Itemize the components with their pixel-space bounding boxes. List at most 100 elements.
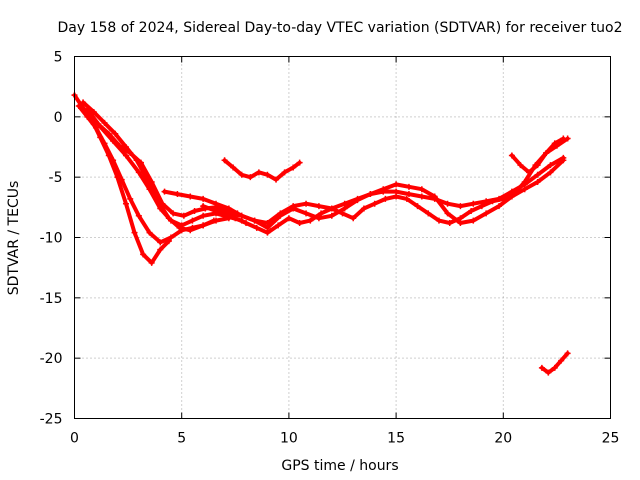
data-point xyxy=(418,186,425,193)
data-point xyxy=(127,150,134,157)
y-tick-label: -20 xyxy=(40,351,63,367)
data-point xyxy=(354,195,361,202)
data-point xyxy=(403,195,410,202)
data-point xyxy=(92,124,99,131)
data-point xyxy=(84,106,91,113)
data-point xyxy=(315,203,322,210)
data-point xyxy=(339,210,346,217)
data-point xyxy=(135,169,142,176)
data-point xyxy=(483,210,490,217)
data-point xyxy=(131,229,138,236)
data-point xyxy=(277,210,284,217)
y-tick-label: -5 xyxy=(49,170,63,186)
data-point xyxy=(230,164,237,171)
data-point xyxy=(444,210,451,217)
data-point xyxy=(393,188,400,195)
series-track-10 xyxy=(508,135,567,176)
data-point xyxy=(191,207,198,214)
data-point xyxy=(200,203,207,210)
data-point xyxy=(174,191,181,198)
x-tick-label: 20 xyxy=(494,431,512,447)
data-point xyxy=(264,229,271,236)
data-point xyxy=(431,195,438,202)
data-point xyxy=(187,193,194,200)
data-point xyxy=(101,119,108,126)
data-point xyxy=(116,142,123,149)
x-tick-label: 10 xyxy=(280,431,298,447)
data-point xyxy=(303,200,310,207)
data-point xyxy=(178,222,185,229)
data-point xyxy=(307,217,314,224)
data-point xyxy=(418,193,425,200)
y-tick-label: -15 xyxy=(40,291,63,307)
y-axis-title: SDTVAR / TECUs xyxy=(6,181,22,296)
series-track-9 xyxy=(221,157,303,183)
y-tick-label: -10 xyxy=(40,231,63,247)
data-point xyxy=(468,207,475,214)
data-point xyxy=(414,203,421,210)
x-tick-label: 5 xyxy=(177,431,186,447)
data-point xyxy=(526,169,533,176)
data-point xyxy=(545,369,552,376)
data-point xyxy=(200,212,207,219)
data-point xyxy=(371,200,378,207)
data-point xyxy=(328,212,335,219)
data-point xyxy=(122,152,129,159)
data-point xyxy=(547,169,554,176)
data-point xyxy=(146,229,153,236)
data-point xyxy=(534,171,541,178)
data-point xyxy=(558,357,565,364)
data-point xyxy=(189,217,196,224)
data-point xyxy=(157,246,164,253)
grid-lines xyxy=(74,56,611,419)
data-point xyxy=(382,195,389,202)
data-point xyxy=(290,164,297,171)
data-point xyxy=(303,210,310,217)
data-point xyxy=(275,222,282,229)
data-point xyxy=(264,220,271,227)
series-track-7 xyxy=(221,135,571,236)
y-tick-label: 5 xyxy=(54,50,63,66)
x-tick-label: 15 xyxy=(387,431,405,447)
data-point xyxy=(255,169,262,176)
data-point xyxy=(543,150,550,157)
data-point xyxy=(238,212,245,219)
data-point xyxy=(137,159,144,166)
axis-tick-labels: 0 5 10 15 20 25 -25 -20 -15 -10 -5 0 5 xyxy=(40,50,620,447)
data-point xyxy=(435,217,442,224)
data-point xyxy=(221,157,228,164)
x-tick-label: 25 xyxy=(602,431,620,447)
data-point xyxy=(285,215,292,222)
data-point xyxy=(380,188,387,195)
data-point xyxy=(75,102,82,109)
y-tick-label: -25 xyxy=(40,412,63,428)
data-point xyxy=(213,207,220,214)
data-point xyxy=(167,234,174,241)
data-point xyxy=(84,113,91,120)
data-point xyxy=(127,195,134,202)
series-line xyxy=(222,158,302,182)
data-point xyxy=(547,162,554,169)
data-point xyxy=(564,350,571,357)
data-point xyxy=(444,200,451,207)
data-point xyxy=(213,200,220,207)
chart-title: Day 158 of 2024, Sidereal Day-to-day VTE… xyxy=(57,20,622,36)
data-point xyxy=(148,259,155,266)
data-point xyxy=(446,220,453,227)
data-point xyxy=(425,210,432,217)
data-point xyxy=(328,205,335,212)
data-point xyxy=(238,171,245,178)
axis-ticks xyxy=(74,56,611,419)
data-point xyxy=(101,140,108,147)
data-point xyxy=(213,217,220,224)
data-point xyxy=(200,222,207,229)
data-point xyxy=(508,188,515,195)
data-point xyxy=(496,203,503,210)
data-point xyxy=(521,181,528,188)
data-point xyxy=(318,210,325,217)
y-tick-label: 0 xyxy=(54,110,63,126)
data-point xyxy=(253,224,260,231)
data-point xyxy=(560,154,567,161)
data-point xyxy=(118,176,125,183)
